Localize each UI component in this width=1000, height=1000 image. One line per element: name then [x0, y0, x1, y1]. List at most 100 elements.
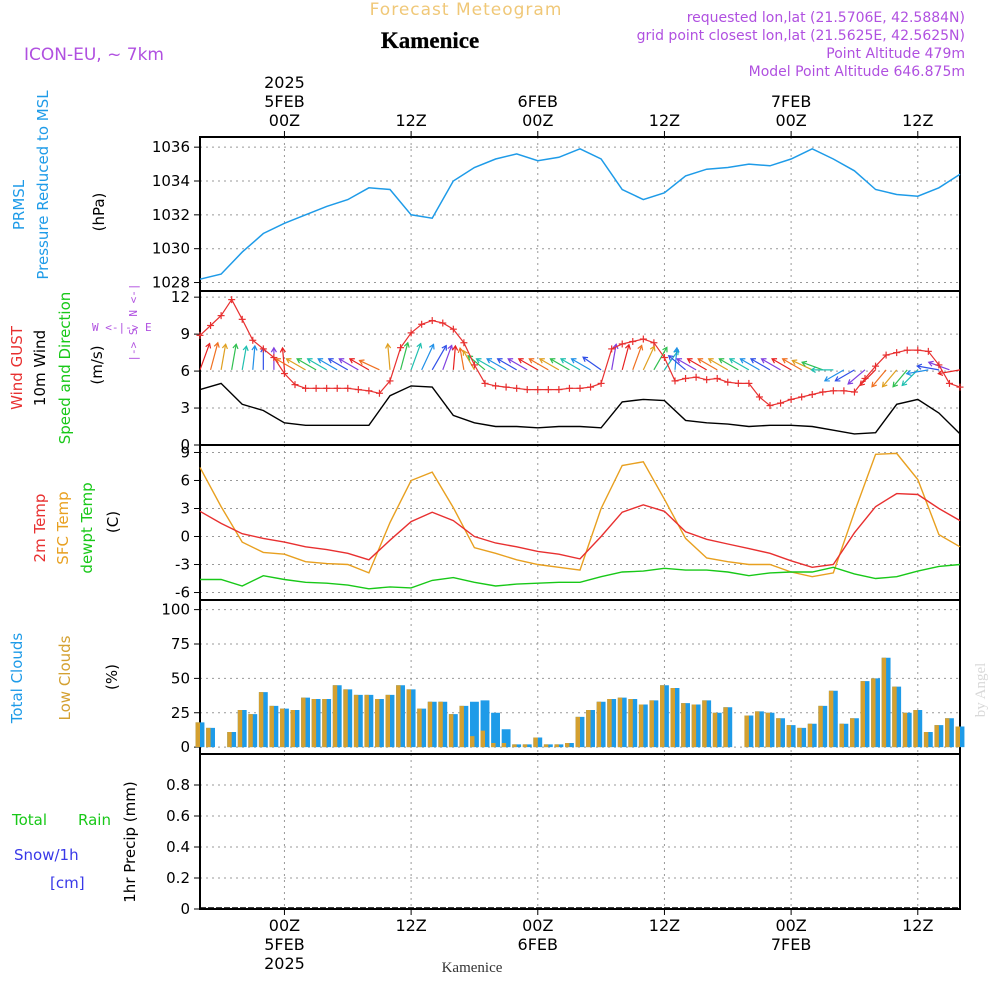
gust-marker: [196, 331, 204, 339]
cloud-low-bar: [881, 657, 887, 748]
cloud-total-bar: [470, 701, 479, 748]
cloud-low-bar: [955, 726, 960, 748]
cloud-low-bar: [512, 744, 517, 748]
wind-arrow: [358, 359, 380, 371]
gust-marker: [565, 384, 573, 392]
cloud-label-low: Low Clouds: [56, 635, 74, 720]
wind-arrow-shaft: [740, 358, 760, 371]
cloud-low-bar: [744, 715, 749, 748]
panel-border: [199, 444, 961, 601]
model-altitude: Model Point Altitude 646.875m: [749, 64, 965, 80]
wind-arrow-shaft: [697, 358, 718, 371]
wind-arrow-shaft: [528, 358, 549, 371]
wind-arrow: [231, 343, 239, 370]
gust-marker: [492, 382, 500, 390]
gust-marker: [460, 339, 468, 347]
gust-marker: [850, 388, 858, 396]
gust-marker: [808, 390, 816, 398]
cloud-low-bar: [691, 704, 697, 748]
cloud-low-bar: [417, 708, 422, 748]
wind-arrow-head: [457, 347, 464, 354]
wind-arrow-head: [429, 343, 435, 350]
cloud-low-bar: [195, 722, 200, 748]
wind-arrow-shaft: [296, 358, 317, 371]
compass-south: |-> S: [127, 328, 140, 361]
wind-arrow-head: [791, 359, 798, 366]
gust-marker: [935, 361, 943, 369]
wind-arrow: [739, 358, 760, 371]
cloud-low-bar: [554, 744, 559, 748]
panel-4-frame: 0 0.2 0.4 0.6 0.8: [166, 753, 961, 918]
wind-arrow: [285, 358, 306, 371]
wind-arrow-head: [559, 358, 566, 364]
bottom-time-label: 6FEB: [518, 935, 558, 954]
wind-arrow-shaft: [729, 358, 750, 371]
wind-arrow-head: [517, 358, 524, 364]
gust-marker: [365, 387, 373, 395]
gust-marker: [671, 377, 679, 385]
y-tick-label: 1030: [152, 240, 190, 258]
cloud-low-bar: [723, 707, 728, 748]
wind-arrow: [728, 358, 750, 371]
cloud-low-bar: [702, 700, 707, 748]
y-tick-label: 0.2: [166, 869, 190, 887]
cloud-low-bar: [628, 699, 633, 748]
gust-marker: [724, 378, 732, 386]
temp-label-2m: 2m Temp: [31, 494, 49, 563]
precip-label-unit: 1hr Precip (mm): [121, 781, 139, 902]
wind-arrow-shaft: [550, 358, 570, 371]
top-time-label: 00Z: [522, 111, 553, 130]
wind-arrow-shaft: [917, 365, 939, 371]
wind-arrow-head: [637, 344, 644, 351]
cloud-low-bar: [248, 714, 253, 748]
wind-arrow: [642, 345, 656, 371]
cloud-low-bar: [343, 689, 348, 748]
wind-arrow-head: [467, 354, 474, 361]
wind-arrow: [507, 358, 528, 371]
cloud-low-bar: [501, 743, 507, 748]
precip-label-rain: Rain: [78, 811, 111, 829]
gust-marker: [291, 381, 299, 389]
wind-arrow-head: [475, 358, 482, 364]
y-tick-label: -3: [175, 556, 190, 574]
cloud-low-bar: [459, 705, 464, 748]
wind-arrow: [209, 341, 220, 371]
wind-arrow: [582, 356, 602, 371]
pressure-label-unit: (hPa): [90, 193, 108, 232]
product-title: Forecast Meteogram: [370, 0, 563, 20]
cloud-low-bar: [934, 725, 939, 748]
precip-label-snow: Snow/1h: [14, 846, 79, 864]
wind-arrow-shaft: [281, 347, 286, 370]
y-tick-label: 100: [161, 601, 190, 619]
wind-arrow-head: [612, 343, 619, 350]
wind-arrow-head: [486, 358, 493, 364]
gust-marker: [893, 349, 901, 357]
cloud-low-bar: [755, 711, 760, 748]
cloud-low-bar: [712, 712, 718, 748]
wind-arrow-shaft: [687, 358, 707, 371]
wind-arrow: [274, 358, 296, 371]
footer-location: Kamenice: [442, 960, 503, 976]
cloud-low-bar: [258, 692, 264, 748]
y-tick-label: 1036: [152, 138, 190, 156]
wind-arrow-head: [624, 343, 631, 350]
y-tick-label: 75: [171, 635, 190, 653]
gust-marker: [713, 374, 721, 382]
wind-arrow: [528, 358, 549, 371]
wind-arrow-head: [847, 379, 854, 385]
wind-arrow-shaft: [241, 346, 247, 370]
wind-arrow-head: [507, 358, 514, 364]
wind-arrow: [937, 369, 961, 377]
top-time-label: 2025: [264, 73, 305, 92]
pressure-line: [199, 147, 961, 280]
wind-arrow-head: [927, 360, 934, 367]
gust-marker: [660, 354, 668, 362]
gust-marker: [956, 383, 964, 391]
y-tick-label: 50: [171, 669, 190, 687]
wind-arrow-head: [338, 358, 345, 364]
cloud-total-bar: [322, 699, 332, 748]
gust-marker: [207, 321, 215, 329]
wind-arrow-head: [296, 358, 303, 364]
bottom-time-label: 5FEB: [264, 935, 304, 954]
wind-arrow-shaft: [328, 358, 349, 371]
